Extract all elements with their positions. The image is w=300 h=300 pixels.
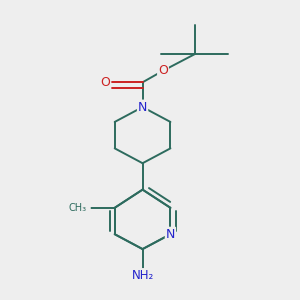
Text: CH₃: CH₃	[69, 203, 87, 213]
Text: O: O	[100, 76, 110, 89]
Text: O: O	[158, 64, 168, 77]
Text: N: N	[166, 228, 175, 241]
Text: NH₂: NH₂	[131, 269, 154, 282]
Text: N: N	[138, 100, 147, 114]
